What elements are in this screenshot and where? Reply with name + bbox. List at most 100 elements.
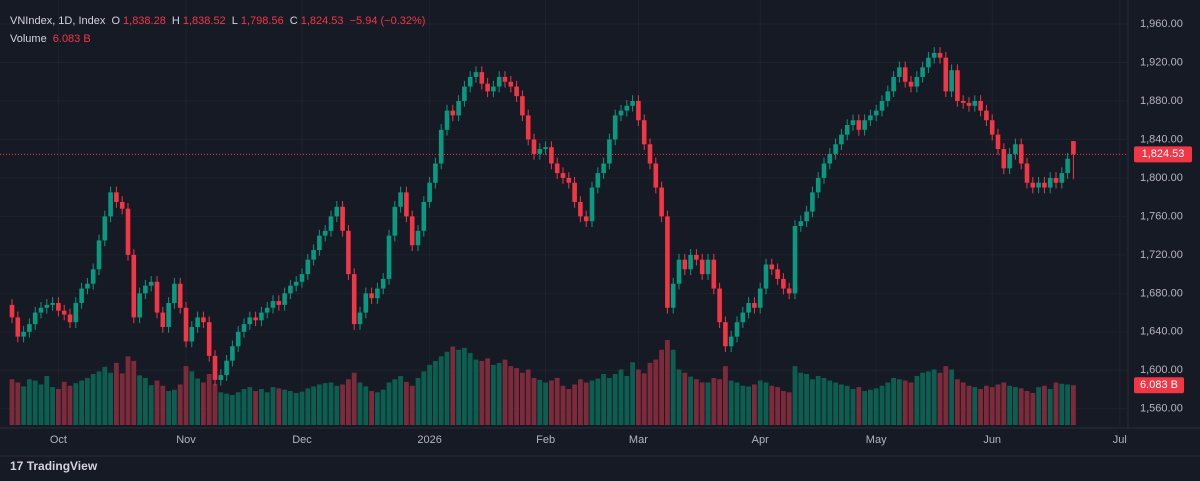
candle-body [479,72,485,84]
y-tick-label: 1,840.00 [1140,133,1183,145]
candle-body [79,288,84,303]
volume-bar [380,389,386,425]
volume-bar [1065,384,1070,425]
candle-body [989,120,995,135]
candle-body [833,144,838,154]
candle-body [554,163,560,174]
volume-bar [259,389,264,425]
volume-bar [282,389,287,425]
candle-body [148,281,154,286]
volume-bar [931,369,937,425]
volume-bar [15,382,21,425]
volume-bar [398,375,403,425]
candle-body [15,317,21,337]
candle-body [409,216,415,246]
candle-body [897,67,902,77]
volume-bar [810,379,815,425]
volume-bar [212,383,218,425]
volume-bar [549,380,554,425]
candle-body [334,206,340,217]
volume-bar [189,371,195,425]
candle-body [276,301,282,305]
volume-bar [885,382,891,425]
volume-bar [595,378,601,425]
volume-bar [798,372,804,425]
candle-body [421,201,427,231]
candle-body [978,100,983,111]
y-tick-label: 1,920.00 [1140,56,1183,68]
volume-bar [96,371,102,425]
volume-bar [288,391,293,425]
volume-bar [264,392,270,425]
volume-bar [984,385,989,425]
volume-bar [317,384,322,425]
candle-body [873,110,879,116]
volume-bar [543,382,548,425]
brand-name: TradingView [26,459,98,473]
volume-bar [102,366,108,425]
volume-bar [1018,388,1024,425]
candle-body [293,281,299,286]
candle-body [1036,182,1041,188]
candle-body [862,120,867,130]
candle-body [943,57,949,92]
candle-body [891,76,896,92]
x-tick-label: Mar [629,434,648,446]
candle-body [902,67,908,82]
symbol: VNIndex, 1D, Index [10,15,106,27]
volume-bar [50,387,55,425]
candle-body [931,52,937,58]
volume-bar [137,375,142,425]
candle-body [798,221,804,227]
candle-body [85,283,90,289]
y-tick-label: 1,680.00 [1140,287,1183,299]
candle-body [520,96,525,116]
candle-body [868,115,873,121]
candle-body [827,153,833,164]
candle-body [734,322,740,337]
volume-bar [61,381,67,425]
candle-body [601,163,606,174]
volume-bar [514,368,519,425]
candle-body [815,177,821,193]
candle-body [914,76,920,87]
volume-bar [32,380,38,425]
volume-bar [769,385,775,425]
volume-bar [1030,392,1036,425]
volume-value: 6.083 B [52,33,91,45]
candle-body [259,312,264,321]
candle-body [108,192,113,217]
volume-bar [688,376,693,425]
brand[interactable]: 17 TradingView [10,459,97,473]
volume-bar [119,373,125,425]
y-tick-label: 1,880.00 [1140,95,1183,107]
volume-bar [172,389,177,425]
volume-bar [868,389,873,425]
volume-bar [224,393,229,425]
volume-bar [746,386,751,425]
volume-bar [955,379,960,425]
candle-body [340,206,345,231]
candle-body [44,304,50,308]
candle-body [531,139,537,154]
volume-bar [601,374,606,425]
volume-bar [438,356,444,425]
volume-bar [786,392,792,425]
candle-body [177,283,183,308]
candle-body [699,259,705,275]
volume-bar [299,391,305,425]
volume-bar [926,371,931,425]
volume-bar [624,375,630,425]
volume-bar [496,362,502,425]
volume-bar [386,382,392,425]
candle-body [566,177,572,183]
candle-body [131,254,137,318]
volume-bar [763,382,769,425]
volume-bar [554,377,560,425]
candle-body [508,81,514,87]
volume-bar [485,358,490,425]
volume-bar [450,346,456,425]
candle-body [1065,158,1070,174]
x-tick-label: Dec [292,434,312,446]
volume-bar [38,384,44,425]
